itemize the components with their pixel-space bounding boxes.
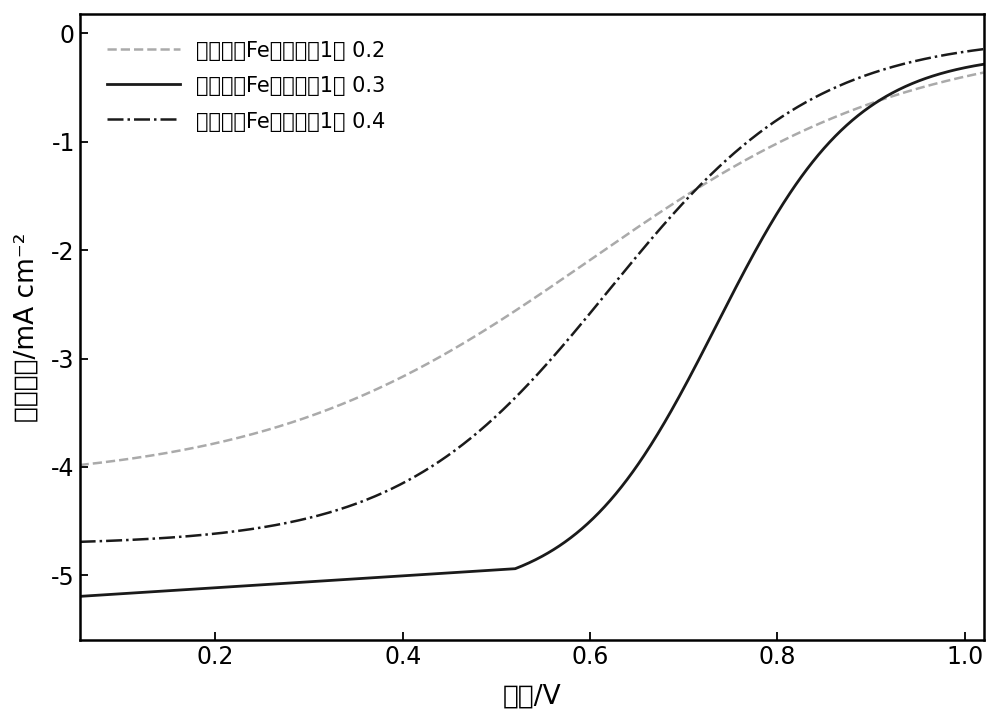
Line: 预聚体与Fe盐质量比1： 0.4: 预聚体与Fe盐质量比1： 0.4 xyxy=(80,49,984,542)
预聚体与Fe盐质量比1： 0.4 xyxy=(599,291,611,300)
预聚体与Fe盐质量比1： 0.4 xyxy=(759,124,771,133)
预聚体与Fe盐质量比1： 0.2 xyxy=(74,461,86,469)
Y-axis label: 电流密度/mA cm⁻²: 电流密度/mA cm⁻² xyxy=(14,232,40,422)
预聚体与Fe盐质量比1： 0.2 xyxy=(978,68,990,77)
预聚体与Fe盐质量比1： 0.3 xyxy=(978,60,990,69)
预聚体与Fe盐质量比1： 0.2 xyxy=(852,103,864,112)
预聚体与Fe盐质量比1： 0.4 xyxy=(74,537,86,546)
Legend: 预聚体与Fe盐质量比1： 0.2, 预聚体与Fe盐质量比1： 0.3, 预聚体与Fe盐质量比1： 0.4: 预聚体与Fe盐质量比1： 0.2, 预聚体与Fe盐质量比1： 0.3, 预聚体与… xyxy=(90,25,402,148)
预聚体与Fe盐质量比1： 0.3 xyxy=(759,229,771,238)
Line: 预聚体与Fe盐质量比1： 0.3: 预聚体与Fe盐质量比1： 0.3 xyxy=(80,64,984,596)
预聚体与Fe盐质量比1： 0.4 xyxy=(852,74,864,82)
预聚体与Fe盐质量比1： 0.2 xyxy=(622,229,634,238)
预聚体与Fe盐质量比1： 0.3 xyxy=(622,474,634,482)
预聚体与Fe盐质量比1： 0.4 xyxy=(622,262,634,271)
预聚体与Fe盐质量比1： 0.4 xyxy=(649,230,661,239)
预聚体与Fe盐质量比1： 0.3 xyxy=(852,111,864,120)
预聚体与Fe盐质量比1： 0.3 xyxy=(129,589,141,597)
预聚体与Fe盐质量比1： 0.3 xyxy=(599,502,611,511)
预聚体与Fe盐质量比1： 0.3 xyxy=(74,592,86,601)
预聚体与Fe盐质量比1： 0.3 xyxy=(649,433,661,442)
预聚体与Fe盐质量比1： 0.2 xyxy=(759,145,771,154)
预聚体与Fe盐质量比1： 0.2 xyxy=(649,211,661,220)
预聚体与Fe盐质量比1： 0.4 xyxy=(978,45,990,54)
Line: 预聚体与Fe盐质量比1： 0.2: 预聚体与Fe盐质量比1： 0.2 xyxy=(80,72,984,465)
预聚体与Fe盐质量比1： 0.2 xyxy=(129,454,141,463)
预聚体与Fe盐质量比1： 0.2 xyxy=(599,246,611,254)
X-axis label: 电位/V: 电位/V xyxy=(502,683,561,709)
预聚体与Fe盐质量比1： 0.4 xyxy=(129,535,141,544)
